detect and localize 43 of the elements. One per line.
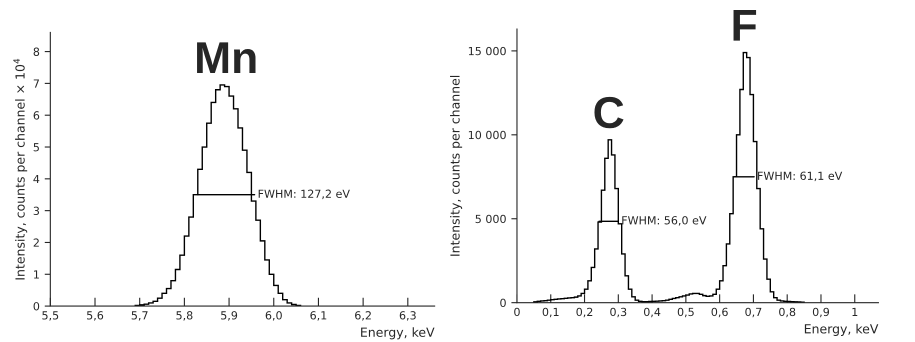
x-tick-label: 0,9 xyxy=(812,308,830,318)
y-tick-label: 6 xyxy=(34,111,40,120)
x-tick-label: 0,5 xyxy=(678,308,694,318)
x-tick-label: 0,7 xyxy=(745,308,762,318)
x-tick-label: 5,9 xyxy=(221,311,238,321)
y-tick-label: 8 xyxy=(34,48,40,56)
y-tick-label: 0 xyxy=(500,298,506,308)
annotation: C xyxy=(594,96,624,128)
series-label: FWHM: 56,0 eV xyxy=(622,216,706,226)
x-tick-label: 6,1 xyxy=(310,311,326,321)
x-tick-label: 6,3 xyxy=(400,311,416,321)
annotation: Mn xyxy=(197,42,256,73)
y-tick-label: 5 000 xyxy=(476,214,506,224)
x-tick-label: 5,8 xyxy=(176,311,192,321)
x-tick-label: 5,7 xyxy=(132,311,148,321)
y-tick-label: 7 xyxy=(34,80,39,88)
x-tick-label: 0 xyxy=(514,308,520,316)
x-tick-label: 0,4 xyxy=(644,308,660,318)
y-tick-label: 5 xyxy=(34,143,39,152)
x-tick-label: 0,3 xyxy=(610,308,626,318)
y-tick-label: 2 xyxy=(34,238,39,247)
y-tick-label: 10 000 xyxy=(468,130,506,140)
x-axis-title: Energy, keV xyxy=(804,324,878,336)
y-tick-label: 0 xyxy=(34,302,40,310)
y-axis-title: Intensity, counts per channel × 10$^{4}$ xyxy=(13,58,28,280)
x-tick-label: 0,1 xyxy=(542,308,559,318)
y-tick-label: 3 xyxy=(34,206,40,216)
x-tick-label: 5,5 xyxy=(42,311,58,321)
x-axis-title: Energy, keV xyxy=(361,327,435,340)
series-label: FWHM: 127,2 eV xyxy=(258,190,350,200)
x-tick-label: 0,8 xyxy=(779,308,796,318)
annotation: F xyxy=(734,10,756,41)
y-tick-label: 15 000 xyxy=(468,46,506,56)
y-axis-title: Intensity, counts per channel xyxy=(450,76,462,256)
series-label: FWHM: 61,1 eV xyxy=(758,172,842,182)
y-tick-label: 4 xyxy=(33,174,40,184)
x-tick-label: 0,6 xyxy=(712,308,728,318)
x-tick-label: 0,2 xyxy=(576,308,592,318)
x-tick-label: 5,6 xyxy=(87,311,104,321)
y-tick-label: 1 xyxy=(34,270,39,278)
x-tick-label: 1 xyxy=(852,308,858,316)
x-tick-label: 6,2 xyxy=(355,311,371,321)
x-tick-label: 6,0 xyxy=(266,311,282,321)
